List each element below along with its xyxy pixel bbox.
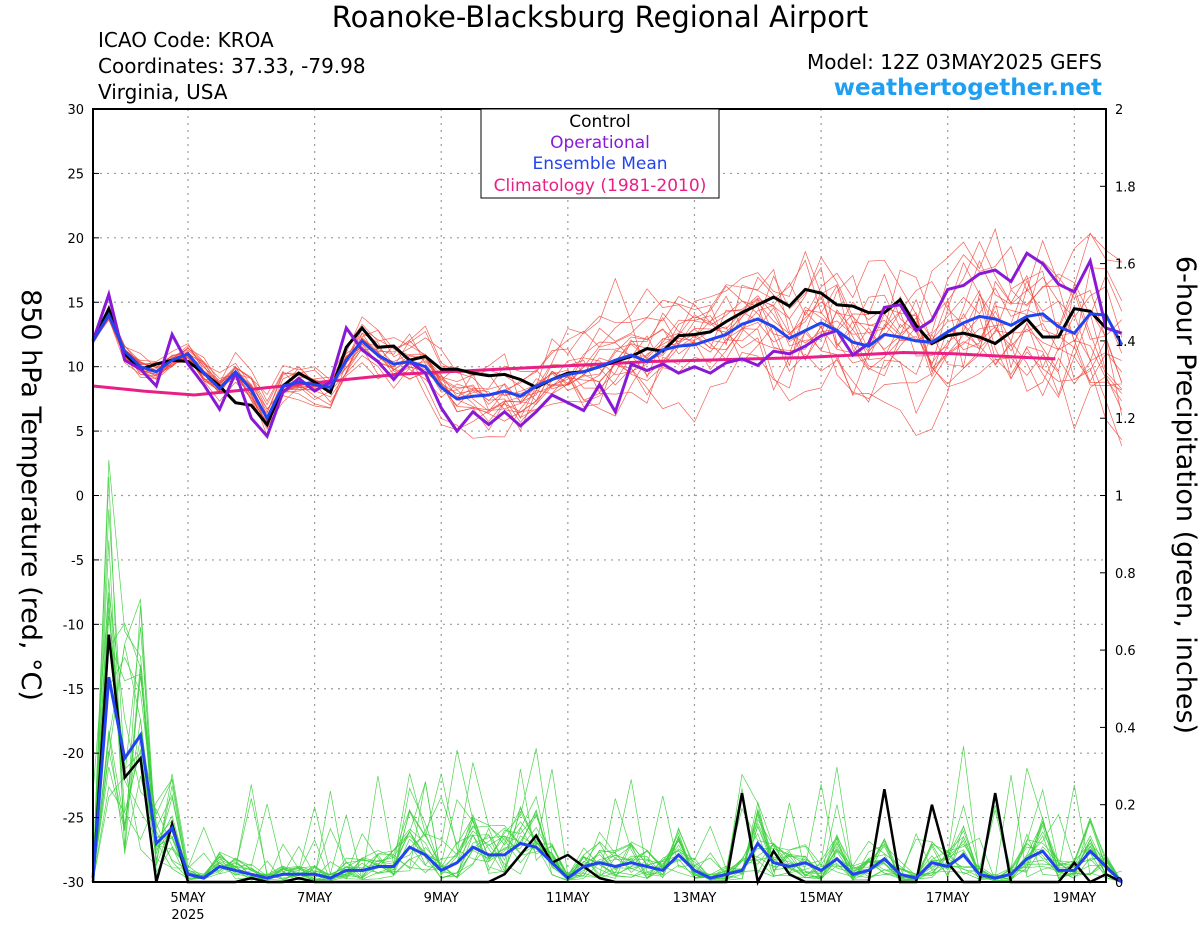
precip-ensemble-mean-line xyxy=(91,676,1123,884)
x-axis-ticks: 5MAY 2025 7MAY 9MAY 11MAY 13MAY 15MAY 17MAY 19MA… xyxy=(170,876,1096,923)
precip-member-line xyxy=(92,599,1123,883)
precip-member-line xyxy=(92,656,1123,883)
right-tick-label: 1.4 xyxy=(1115,335,1136,350)
temp-climatology-line xyxy=(92,350,1056,397)
temp-member-line xyxy=(92,266,1123,441)
temp-member-line xyxy=(92,261,1123,402)
x-tick-label: 9MAY xyxy=(424,891,459,906)
x-tick-label: 5MAY xyxy=(170,891,205,906)
x-tick-label: 17MAY xyxy=(926,891,970,906)
left-tick-label: -5 xyxy=(71,554,84,569)
precip-member-line xyxy=(92,509,1122,883)
right-tick-label: 0.8 xyxy=(1115,567,1136,582)
right-tick-label: 0 xyxy=(1115,876,1123,891)
left-tick-label: 10 xyxy=(67,361,84,376)
legend-climatology: Climatology (1981-2010) xyxy=(494,176,707,196)
right-tick-label: 1.8 xyxy=(1115,180,1136,195)
region-label: Virginia, USA xyxy=(98,80,228,104)
temp-ensemble-mean-line xyxy=(91,311,1124,422)
temp-member-line xyxy=(92,245,1123,398)
model-run-label: Model: 12Z 03MAY2025 GEFS xyxy=(807,50,1102,74)
left-tick-label: -15 xyxy=(63,683,84,698)
x-tick-label: 15MAY xyxy=(799,891,843,906)
right-tick-label: 0.6 xyxy=(1115,644,1136,659)
left-tick-label: 5 xyxy=(76,425,84,440)
x-tick-label: 13MAY xyxy=(673,891,717,906)
y2-axis-label: 6-hour Precipitation (green, inches) xyxy=(1170,256,1200,734)
x-tick-label: 7MAY xyxy=(297,891,332,906)
temp-member-line xyxy=(92,259,1123,406)
left-tick-label: -25 xyxy=(63,812,84,827)
left-tick-label: 0 xyxy=(76,490,84,505)
precip-member-line xyxy=(92,597,1122,883)
precip-member-line xyxy=(92,626,1123,883)
right-axis-ticks: 2 1.8 1.6 1.4 1.2 1 0.8 0.6 0.4 0.2 0 xyxy=(1100,103,1136,891)
icao-code-label: ICAO Code: KROA xyxy=(98,28,274,52)
left-axis-ticks: 30 25 20 15 10 5 0 -5 -10 -15 -20 -25 -30 xyxy=(63,103,99,891)
temp-member-line xyxy=(92,259,1122,418)
precip-member-line xyxy=(92,607,1123,883)
left-tick-label: 15 xyxy=(67,296,84,311)
left-tick-label: -30 xyxy=(63,876,84,891)
legend-ensemble-mean: Ensemble Mean xyxy=(532,154,667,174)
left-tick-label: -20 xyxy=(63,747,84,762)
precip-member-line xyxy=(92,622,1123,883)
precip-control-line xyxy=(91,634,1123,886)
right-tick-label: 2 xyxy=(1115,103,1123,118)
right-tick-label: 0.2 xyxy=(1115,799,1136,814)
left-tick-label: -10 xyxy=(63,618,84,633)
precip-member-line xyxy=(92,645,1122,883)
precip-member-line xyxy=(92,540,1122,883)
precip-member-line xyxy=(92,460,1123,883)
x-tick-label: 19MAY xyxy=(1053,891,1097,906)
right-tick-label: 0.4 xyxy=(1115,721,1136,736)
y-axis-label: 850 hPa Temperature (red, °C) xyxy=(15,289,46,701)
grid-lines xyxy=(93,109,1106,882)
left-tick-label: 25 xyxy=(67,167,84,182)
chart-title: Roanoke-Blacksburg Regional Airport xyxy=(331,0,869,34)
legend: Control Operational Ensemble Mean Climat… xyxy=(480,108,720,199)
right-tick-label: 1.2 xyxy=(1115,412,1136,427)
right-tick-label: 1.6 xyxy=(1115,258,1136,273)
right-tick-label: 1 xyxy=(1115,490,1123,505)
legend-box xyxy=(480,108,720,199)
legend-operational: Operational xyxy=(550,133,650,153)
legend-control: Control xyxy=(569,112,630,132)
ensemble-member-lines xyxy=(92,227,1123,883)
x-tick-label: 11MAY xyxy=(546,891,590,906)
temp-operational-line xyxy=(91,251,1123,440)
coordinates-label: Coordinates: 37.33, -79.98 xyxy=(98,54,366,78)
left-tick-label: 30 xyxy=(67,103,84,118)
website-link[interactable]: weathertogether.net xyxy=(833,75,1102,101)
left-tick-label: 20 xyxy=(67,232,84,247)
x-tick-year: 2025 xyxy=(171,908,204,923)
